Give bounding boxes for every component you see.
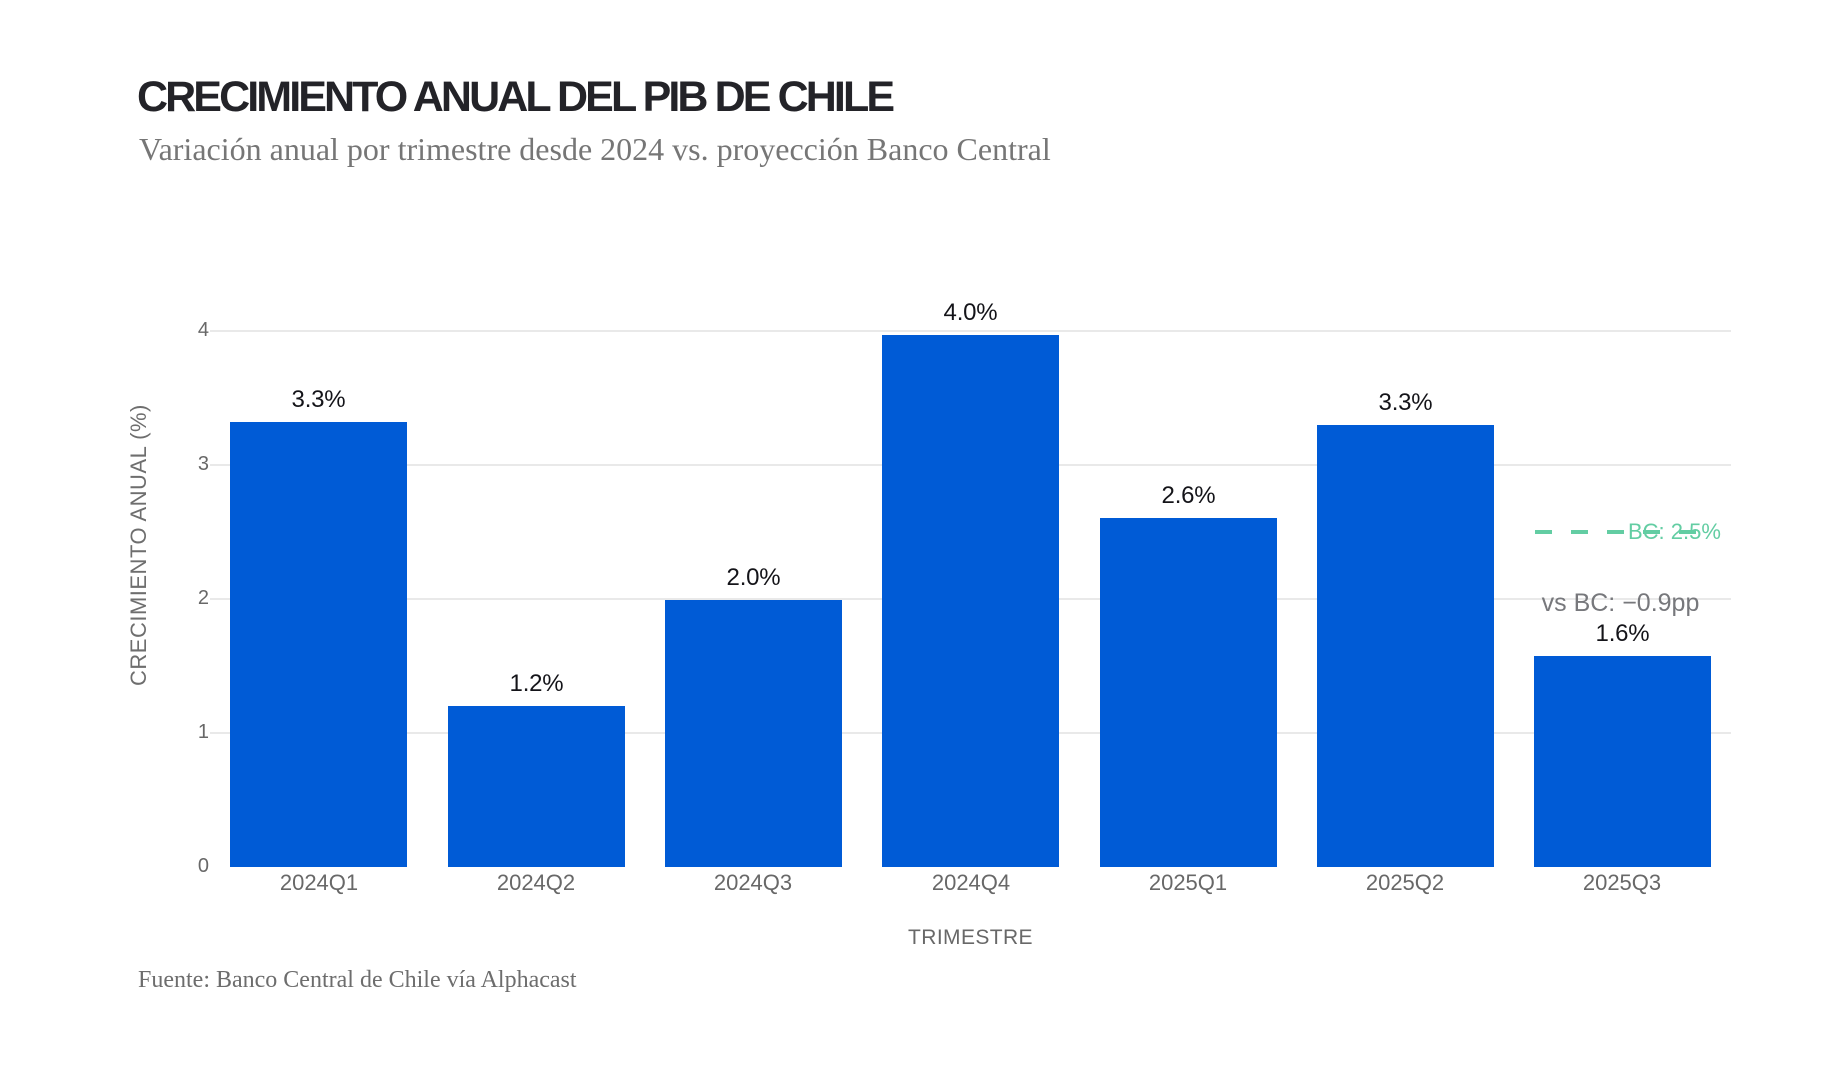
svg-text:BC: 2.5%: BC: 2.5% (1628, 519, 1721, 544)
